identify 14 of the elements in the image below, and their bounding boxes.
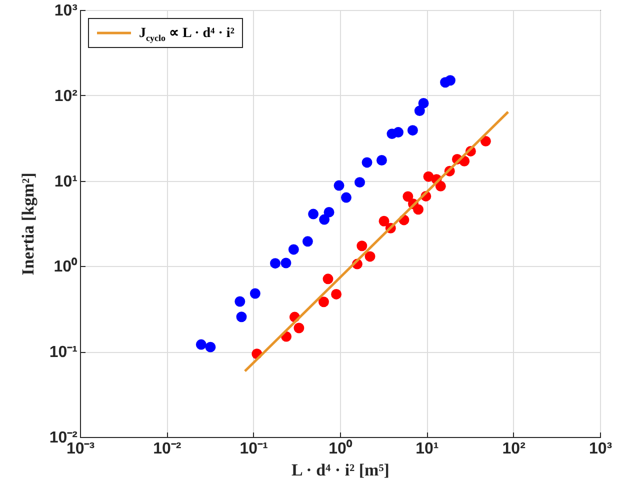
y-tick-label: 10¹: [54, 173, 78, 190]
y-axis-title: Inertia [kgm²]: [18, 172, 38, 276]
y-tick-label: 10⁻¹: [49, 344, 78, 362]
y-tick-label: 10³: [54, 2, 78, 20]
x-tick-label: 10¹: [416, 440, 439, 458]
x-tick-label: 10²: [502, 440, 526, 458]
x-tick-label: 10³: [588, 440, 612, 458]
legend-label: J$_{cyclo}$ ∝ L · d⁴ · i²: [139, 24, 234, 42]
x-tick-label: 10⁻¹: [240, 440, 268, 458]
x-tick-label: 10⁰: [328, 440, 352, 458]
x-tick-label: 10⁻²: [153, 440, 182, 458]
y-tick-label: 10²: [54, 88, 78, 105]
y-tick-label: 10⁰: [54, 258, 78, 276]
x-axis-title: L · d⁴ · i² [m⁵]: [292, 460, 390, 480]
